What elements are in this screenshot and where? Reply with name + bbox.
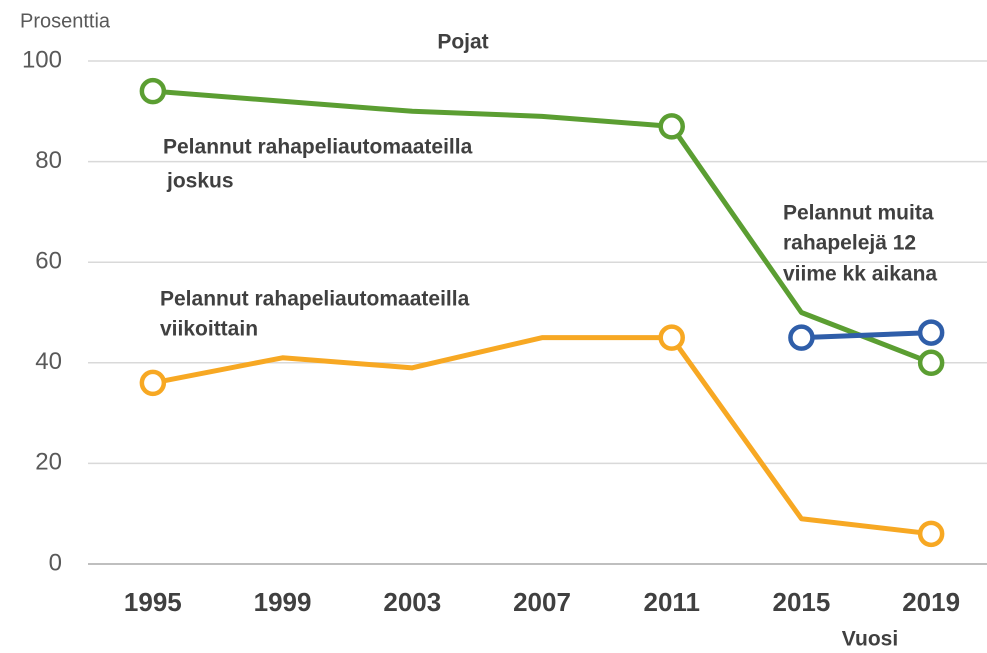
line-series — [801, 330, 932, 341]
x-tick-label: 2007 — [513, 587, 571, 617]
data-point — [658, 324, 685, 351]
line-series — [152, 335, 932, 537]
series-label: Pelannut muita — [783, 202, 934, 225]
series-label: joskus — [166, 170, 234, 193]
y-tick-label: 60 — [35, 248, 62, 275]
x-tick-label: 2015 — [773, 587, 831, 617]
data-point — [658, 113, 685, 140]
x-tick-label: 2011 — [644, 587, 700, 617]
series-label: rahapelejä 12 — [783, 232, 916, 255]
y-tick-label: 0 — [49, 549, 62, 576]
x-tick-label: 1999 — [254, 587, 312, 617]
data-point — [917, 349, 945, 377]
y-axis-label: Prosenttia — [20, 10, 111, 32]
x-tick-label: 2003 — [383, 587, 441, 617]
x-axis-label: Vuosi — [842, 628, 898, 651]
y-tick-label: 20 — [35, 449, 62, 476]
data-point — [139, 369, 167, 397]
data-point — [788, 324, 815, 351]
y-tick-label: 80 — [35, 147, 62, 174]
series-label: Pelannut rahapeliautomaateilla — [163, 136, 473, 159]
series-label: viime kk aikana — [783, 263, 937, 286]
series-label: Pelannut rahapeliautomaateilla — [160, 288, 470, 311]
series-label: viikoittain — [160, 318, 258, 341]
data-point — [917, 319, 945, 346]
chart-title: Pojat — [437, 31, 488, 54]
x-tick-label: 2019 — [902, 587, 960, 617]
y-tick-label: 40 — [35, 348, 62, 375]
line-series — [152, 88, 933, 366]
x-tick-label: 1995 — [124, 587, 182, 617]
y-tick-label: 100 — [22, 46, 62, 73]
data-point — [917, 520, 945, 548]
data-point — [139, 77, 167, 105]
